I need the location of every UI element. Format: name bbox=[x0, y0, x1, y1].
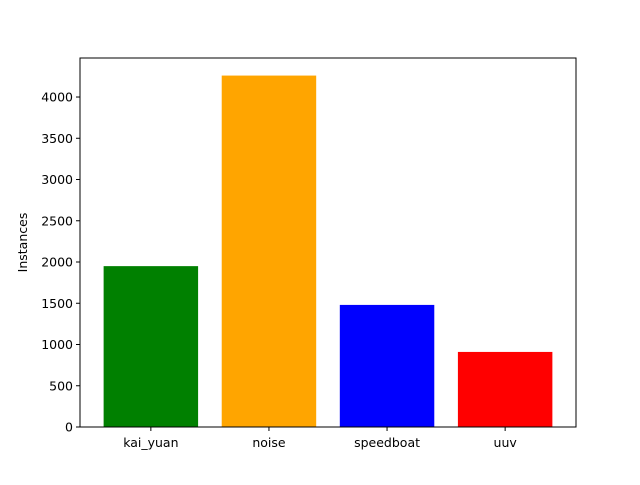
y-tick-label: 1500 bbox=[41, 296, 73, 311]
x-tick-label: uuv bbox=[494, 435, 518, 450]
x-axis-ticks: kai_yuan noise speedboat uuv bbox=[123, 427, 517, 450]
x-tick-label: speedboat bbox=[354, 435, 420, 450]
y-tick-label: 3500 bbox=[41, 131, 73, 146]
y-axis-label: Instances bbox=[15, 213, 30, 273]
y-axis-ticks: 0 500 1000 1500 2000 2500 3000 3500 4000 bbox=[41, 90, 80, 435]
y-tick-label: 3000 bbox=[41, 172, 73, 187]
bar-speedboat bbox=[339, 304, 435, 427]
y-tick-label: 2000 bbox=[41, 255, 73, 270]
bar-kai_yuan bbox=[103, 266, 199, 427]
bar-noise bbox=[221, 75, 317, 428]
y-tick-label: 0 bbox=[65, 420, 73, 435]
x-tick-label: noise bbox=[252, 435, 286, 450]
x-tick-label: kai_yuan bbox=[123, 435, 178, 450]
bars-layer bbox=[103, 75, 553, 428]
y-tick-label: 2500 bbox=[41, 213, 73, 228]
y-tick-label: 500 bbox=[49, 378, 73, 393]
y-tick-label: 1000 bbox=[41, 337, 73, 352]
plot-frame bbox=[79, 57, 577, 428]
y-tick-label: 4000 bbox=[41, 90, 73, 105]
bar-uuv bbox=[457, 351, 553, 427]
